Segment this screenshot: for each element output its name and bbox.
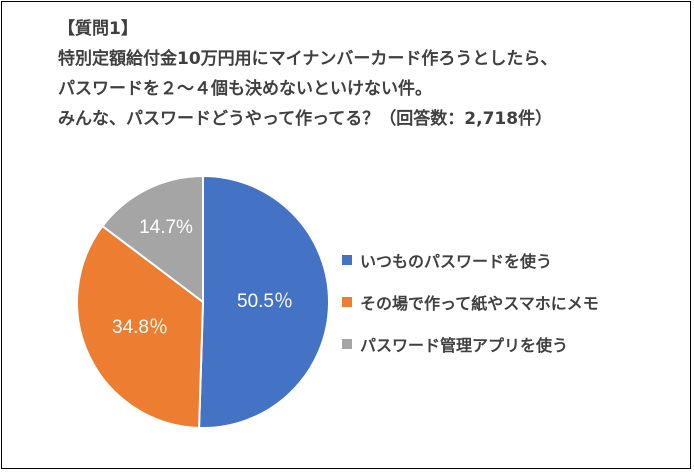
data-label-2: 34.8％ xyxy=(112,317,168,338)
title-line-3: パスワードを２～４個も決めないといけない件。 xyxy=(58,79,432,99)
title-line-4: みんな、パスワードどうやって作ってる？（回答数：2,718件） xyxy=(58,109,553,129)
title-line-2: 特別定額給付金10万円用にマイナンバーカード作ろうとしたら、 xyxy=(58,49,558,69)
title-line-1: 【質問1】 xyxy=(58,19,138,39)
legend-label-2: その場で作って紙やスマホにメモ xyxy=(360,294,599,313)
legend-label-1: いつものパスワードを使う xyxy=(360,252,553,271)
chart-legend: いつものパスワードを使う その場で作って紙やスマホにメモ パスワード管理アプリを… xyxy=(342,246,599,372)
legend-item-3: パスワード管理アプリを使う xyxy=(342,330,599,358)
legend-label-3: パスワード管理アプリを使う xyxy=(360,336,569,355)
legend-swatch-3 xyxy=(342,339,352,349)
pie-slice-2 xyxy=(76,224,205,429)
data-label-3: 14.7% xyxy=(139,217,193,238)
legend-swatch-2 xyxy=(342,297,352,307)
pie-slice-3 xyxy=(101,174,204,305)
legend-item-1: いつものパスワードを使う xyxy=(342,246,599,274)
legend-swatch-1 xyxy=(342,255,352,265)
legend-item-2: その場で作って紙やスマホにメモ xyxy=(342,288,599,316)
chart-title: 【質問1】 特別定額給付金10万円用にマイナンバーカード作ろうとしたら、 パスワ… xyxy=(58,14,678,134)
pie-slice-1 xyxy=(198,174,330,429)
data-label-1: 50.5％ xyxy=(237,291,293,312)
